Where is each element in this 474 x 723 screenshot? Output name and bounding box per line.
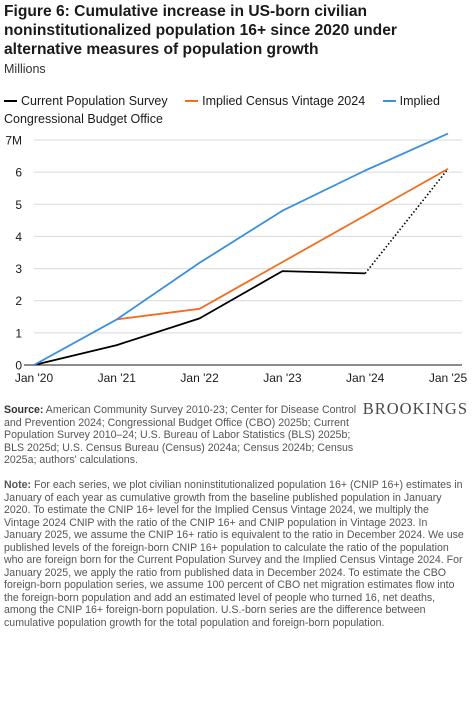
- legend-label-cbo: Implied Congressional Budget Office: [4, 94, 440, 126]
- y-tick-label: 1: [15, 326, 22, 340]
- legend-label-census: Implied Census Vintage 2024: [202, 94, 366, 108]
- legend-label-cps: Current Population Survey: [21, 94, 168, 108]
- y-tick-label: 0: [15, 359, 22, 373]
- figure-subtitle: Millions: [4, 62, 46, 76]
- series-line-1: [116, 168, 449, 321]
- series-line-0: [33, 270, 366, 366]
- note-text: Note: For each series, we plot civilian …: [4, 479, 467, 629]
- legend-item-cbo: Implied Congressional Budget Office: [4, 94, 440, 126]
- note-body: For each series, we plot civilian nonins…: [4, 479, 464, 629]
- line-chart: 0 1 2 3 4 5 6 7M Jan '20 Jan '21 Jan '22 Jan '23 Jan…: [5, 132, 468, 385]
- legend-swatch-cps: [4, 99, 17, 102]
- x-tick-label: Jan '24: [346, 371, 385, 385]
- source-label: Source:: [4, 404, 44, 416]
- source-body: American Community Survey 2010-23; Cente…: [4, 404, 357, 466]
- x-tick-label: Jan '23: [263, 371, 302, 385]
- y-tick-label: 2: [15, 294, 22, 308]
- y-tick-label: 6: [15, 166, 22, 180]
- x-tick-label: Jan '20: [15, 371, 54, 385]
- brookings-logo: BROOKINGS: [362, 399, 468, 418]
- series-dotted-segment-0: [364, 168, 449, 274]
- source-text: Source: American Community Survey 2010-2…: [4, 404, 364, 467]
- y-tick-label: 7M: [5, 134, 22, 148]
- legend-item-census: Implied Census Vintage 2024: [185, 94, 369, 108]
- figure-title: Figure 6: Cumulative increase in US-born…: [4, 3, 397, 58]
- x-tick-label: Jan '21: [98, 371, 137, 385]
- legend-swatch-cbo: [382, 99, 396, 102]
- legend-item-cps: Current Population Survey: [4, 94, 171, 108]
- x-tick-label: Jan '22: [180, 371, 219, 385]
- legend-swatch-census: [185, 99, 199, 102]
- y-tick-label: 5: [15, 198, 22, 212]
- y-tick-label: 3: [15, 262, 22, 276]
- chart-legend: Current Population Survey Implied Census…: [4, 92, 470, 128]
- y-tick-label: 4: [15, 230, 22, 244]
- note-label: Note:: [4, 479, 32, 491]
- x-tick-label: Jan '25: [429, 371, 468, 385]
- series-line-2: [33, 132, 449, 366]
